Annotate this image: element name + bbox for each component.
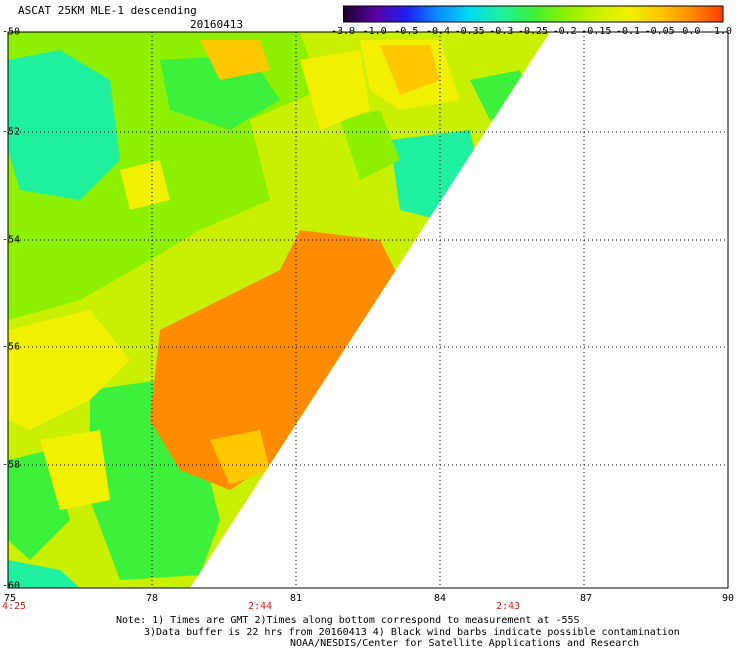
lat-label: -54 [2, 234, 21, 246]
note-line-2: 3)Data buffer is 22 hrs from 20160413 4)… [144, 627, 680, 638]
lat-label: -56 [2, 341, 21, 353]
lon-label: 90 [721, 593, 735, 604]
colorbar-tick-label: -1.0 [362, 26, 387, 37]
lat-label: -50 [2, 26, 21, 38]
colorbar-tick-label: -0.2 [552, 26, 577, 37]
grid [8, 32, 728, 588]
colorbar-tick-label: -0.3 [489, 26, 514, 37]
map-date: 20160413 [190, 18, 243, 31]
colorbar-tick-label: -0.25 [517, 26, 549, 37]
note-line-1: Note: 1) Times are GMT 2)Times along bot… [116, 615, 580, 626]
colorbar-gradient [343, 5, 724, 23]
time-label: 4:25 [1, 601, 27, 612]
colorbar-tick-label: -0.05 [644, 26, 675, 37]
lon-label: 87 [579, 593, 593, 604]
lon-label: 81 [289, 593, 303, 604]
colorbar-tick-label: -0.15 [581, 26, 612, 37]
lat-label: -58 [2, 459, 21, 471]
lat-label: -52 [2, 126, 21, 138]
lon-label: 75 [3, 593, 17, 604]
time-label: 2:43 [495, 601, 521, 612]
lon-label: 78 [145, 593, 159, 604]
map-title: ASCAT 25KM MLE-1 descending [18, 4, 197, 17]
colorbar-tick-label: -0.1 [615, 26, 641, 37]
lat-label: -60 [2, 580, 21, 592]
plot-frame [7, 31, 729, 589]
colorbar-tick-label: 1.0 [713, 26, 733, 37]
colorbar-tick-label: -3.0 [330, 26, 356, 37]
time-label: 2:44 [247, 601, 273, 612]
colorbar [343, 5, 724, 23]
note-line-3: NOAA/NESDIS/Center for Satellite Applica… [290, 638, 640, 649]
colorbar-tick-label: -0.4 [425, 26, 451, 37]
lon-label: 84 [433, 593, 447, 604]
colorbar-tick-label: -0.5 [394, 26, 419, 37]
colorbar-tick-label: 0.0 [682, 26, 701, 37]
colorbar-tick-label: -0.35 [454, 26, 485, 37]
